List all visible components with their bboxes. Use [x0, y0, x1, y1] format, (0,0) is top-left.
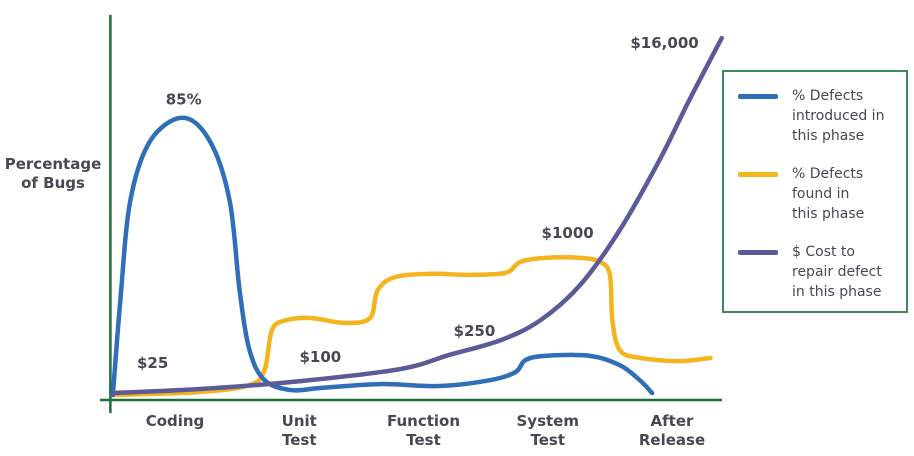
x-tick-label-line: After [651, 412, 694, 430]
legend-item-cost: $ Cost to repair defect in this phase [738, 242, 907, 302]
x-tick-label: After Release [639, 412, 705, 449]
legend-item-found: % Defects found in this phase [738, 164, 907, 224]
x-tick-label-line: Test [282, 431, 317, 449]
x-tick-label-line: Test [530, 431, 565, 449]
x-tick-label-line: Coding [146, 412, 205, 430]
legend-line: this phase [792, 128, 865, 144]
legend-line: this phase [792, 206, 865, 222]
series-defects-introduced [110, 115, 655, 398]
data-annotation: $1000 [542, 224, 594, 242]
x-tick-label: Coding [146, 412, 205, 430]
legend-text: % Defects found in this phase [792, 164, 907, 224]
series-defects-found [110, 255, 713, 398]
data-annotation: $100 [299, 348, 341, 366]
data-annotation: $25 [137, 354, 168, 372]
legend-line: $ Cost to [792, 244, 855, 260]
legend-swatch [738, 172, 778, 177]
x-tick-label: Function Test [387, 412, 460, 449]
legend-line: introduced in [792, 108, 885, 124]
data-annotation: $16,000 [630, 34, 698, 52]
legend: % Defects introduced in this phase % Def… [722, 70, 908, 313]
x-tick-label-line: Test [406, 431, 441, 449]
data-annotation: 85% [166, 91, 202, 109]
legend-item-introduced: % Defects introduced in this phase [738, 86, 907, 146]
legend-line: % Defects [792, 88, 864, 104]
legend-line: % Defects [792, 166, 864, 182]
legend-text: $ Cost to repair defect in this phase [792, 242, 907, 302]
x-tick-label-line: System [517, 412, 579, 430]
x-tick-label-line: Unit [282, 412, 317, 430]
x-tick-label-line: Release [639, 431, 705, 449]
legend-line: found in [792, 186, 850, 202]
y-axis-label-line: of Bugs [21, 174, 85, 192]
x-tick-label: System Test [517, 412, 579, 449]
x-tick-label-line: Function [387, 412, 460, 430]
legend-swatch [738, 250, 778, 255]
y-axis-label-line: Percentage [4, 155, 102, 173]
legend-line: repair defect [792, 264, 882, 280]
data-annotation: $250 [454, 322, 496, 340]
legend-swatch [738, 94, 778, 99]
y-axis-label: Percentage of Bugs [0, 155, 106, 193]
legend-text: % Defects introduced in this phase [792, 86, 907, 146]
x-tick-label: Unit Test [282, 412, 317, 449]
series-cost-to-repair [110, 35, 724, 396]
legend-line: in this phase [792, 284, 882, 300]
